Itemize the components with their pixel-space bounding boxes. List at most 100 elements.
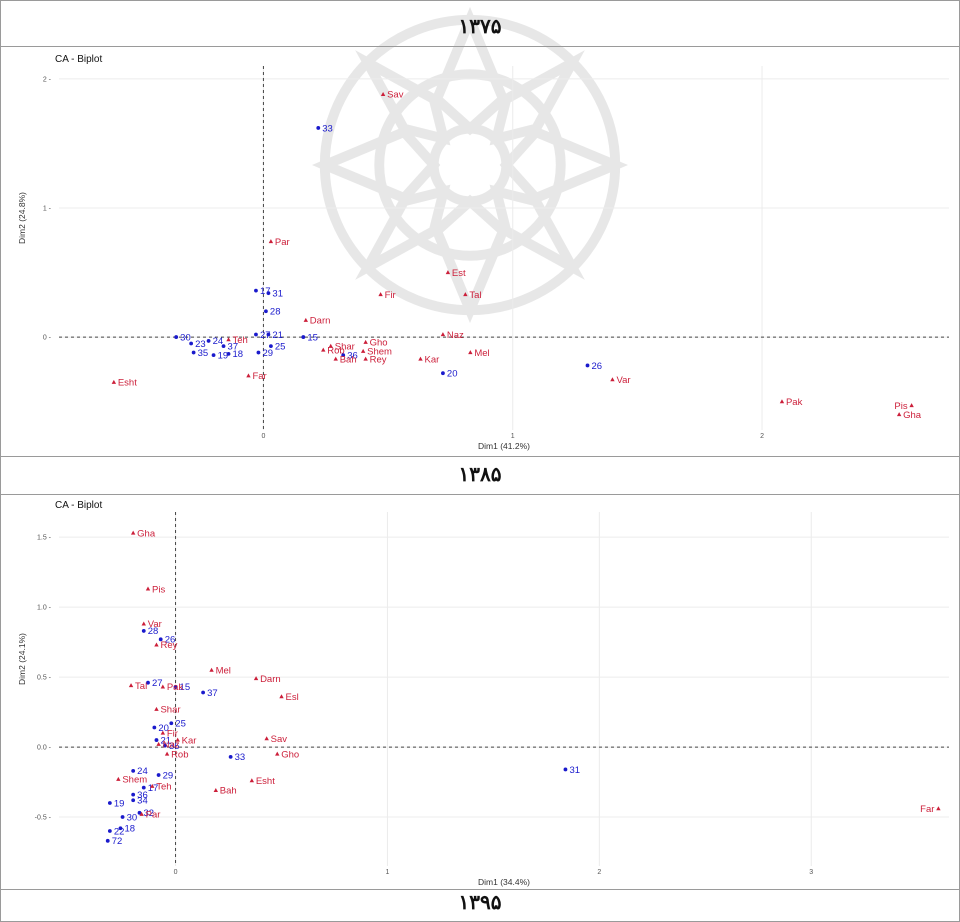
point-label: Naz	[163, 740, 180, 751]
column-point	[264, 736, 269, 741]
row-point	[191, 350, 196, 355]
row-point	[563, 767, 568, 772]
point-label: Gho	[281, 749, 299, 760]
point-label: Darn	[260, 674, 281, 685]
point-label: Rob	[327, 345, 344, 356]
point-label: Rob	[171, 749, 188, 760]
row-point	[226, 351, 231, 356]
column-point	[226, 337, 231, 342]
column-points: Gha Pis Var Rey Tal Pak Mel Darn Esl Shar Fir KarNa…	[116, 528, 941, 821]
point-label: 32	[144, 808, 155, 819]
row-point	[131, 798, 136, 803]
point-label: Var	[616, 375, 630, 386]
point-label: 17	[148, 783, 159, 794]
point-label: Par	[146, 810, 161, 821]
column-point	[116, 776, 121, 781]
y-axis-label: Dim2 (24.1%)	[17, 633, 27, 685]
biplot-1375-svg: CA - Biplot 0 1 2 0 - 1 - 2 - Dim1 (41.2%) Dim2 …	[17, 54, 949, 451]
row-point	[221, 344, 226, 348]
row-point	[301, 335, 306, 339]
point-label: 18	[124, 824, 135, 835]
point-label: 24	[137, 766, 148, 777]
row-point	[189, 341, 194, 346]
column-point	[333, 356, 338, 361]
point-label: Est	[452, 268, 466, 279]
column-point	[909, 403, 914, 408]
row-point	[254, 332, 258, 337]
column-point	[150, 783, 155, 788]
y-tick-label: -0.5 -	[35, 815, 52, 822]
column-point	[610, 377, 615, 382]
row-point	[131, 768, 136, 773]
column-point	[160, 684, 166, 689]
column-point	[380, 91, 386, 96]
column-point	[279, 694, 284, 699]
y-tick-label: 1.0 -	[37, 605, 52, 612]
column-point	[154, 642, 159, 647]
column-point	[249, 778, 255, 783]
point-label: Shar	[160, 705, 180, 716]
divider-2	[1, 456, 959, 457]
point-label: Darn	[310, 316, 331, 327]
y-tick-label: 2 -	[43, 76, 52, 83]
column-point	[145, 586, 151, 591]
point-label: 22	[114, 826, 125, 837]
biplot-1385: CA - Biplot 0 1 2 3 -0.5 - 0.0 - 0.5 - 1.0 - 1.5 …	[1, 498, 959, 888]
point-label: 17	[260, 286, 271, 297]
row-point	[154, 738, 159, 742]
column-point	[164, 751, 170, 756]
column-point	[128, 683, 134, 688]
column-point	[328, 343, 333, 348]
point-label: 33	[235, 752, 246, 763]
row-point	[107, 801, 112, 805]
grid	[59, 512, 949, 866]
y-axis-label: Dim2 (24.8%)	[17, 192, 27, 244]
column-point	[130, 530, 136, 535]
point-label: 37	[207, 688, 218, 699]
row-point	[158, 637, 163, 642]
point-label: Teh	[233, 335, 248, 346]
column-point	[246, 373, 251, 378]
row-point	[269, 344, 273, 348]
row-point	[254, 288, 258, 293]
chart-title: CA - Biplot	[55, 500, 102, 511]
x-tick-label: 2	[597, 869, 601, 876]
row-point	[107, 829, 112, 833]
point-label: Rey	[160, 640, 177, 651]
row-point	[156, 773, 161, 777]
grid	[59, 66, 949, 430]
point-label: 27	[152, 678, 163, 689]
point-label: 72	[112, 836, 123, 847]
point-label: 33	[322, 123, 333, 134]
row-point	[211, 353, 216, 358]
column-point	[468, 350, 473, 355]
point-label: 23	[195, 339, 206, 350]
row-point	[131, 792, 136, 797]
point-label: 29	[262, 348, 273, 359]
point-label: 28	[270, 307, 281, 318]
point-label: Var	[148, 619, 162, 630]
x-axis-label: Dim1 (34.4%)	[478, 877, 530, 887]
point-label: Shem	[367, 347, 392, 358]
row-point	[316, 126, 321, 130]
x-tick-label: 0	[174, 869, 178, 876]
point-label: Tal	[469, 290, 481, 301]
column-point	[154, 706, 159, 711]
point-label: Pak	[786, 397, 803, 408]
point-label: Shem	[122, 775, 147, 786]
point-label: Shar	[335, 341, 355, 352]
point-label: Kar	[424, 354, 439, 365]
point-label: Sav	[387, 90, 404, 101]
row-point	[266, 291, 271, 296]
row-point	[173, 685, 178, 689]
row-point	[141, 785, 146, 790]
point-label: Pis	[894, 401, 907, 412]
row-point	[118, 826, 123, 831]
column-point	[139, 811, 144, 816]
point-label: Bah	[340, 354, 357, 365]
row-point	[137, 810, 142, 815]
column-point	[209, 667, 214, 672]
column-point	[111, 379, 117, 384]
point-label: Kar	[182, 735, 197, 746]
